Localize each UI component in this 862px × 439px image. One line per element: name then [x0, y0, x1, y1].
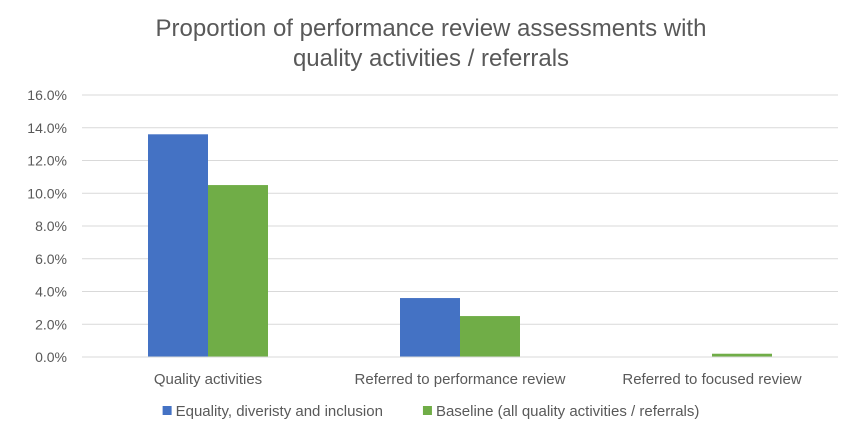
y-tick-label: 0.0% — [35, 349, 67, 365]
chart-title-line-1: Proportion of performance review assessm… — [156, 15, 707, 42]
x-axis-category-labels: Quality activities Referred to performanc… — [154, 371, 802, 388]
y-tick-label: 6.0% — [35, 251, 67, 267]
legend: Equality, diveristy and inclusion Baselin… — [162, 403, 699, 420]
y-axis-tick-labels: 0.0% 2.0% 4.0% 6.0% 8.0% 10.0% 12.0% 14.0% 16.0% — [27, 87, 67, 365]
bar — [148, 134, 208, 357]
y-tick-label: 14.0% — [27, 120, 67, 136]
y-tick-label: 8.0% — [35, 218, 67, 234]
bar — [400, 298, 460, 357]
y-tick-label: 16.0% — [27, 87, 67, 103]
y-tick-label: 2.0% — [35, 316, 67, 332]
x-category-label: Referred to focused review — [622, 371, 801, 388]
bars — [148, 134, 772, 357]
x-category-label: Referred to performance review — [355, 371, 566, 388]
legend-label: Baseline (all quality activities / refer… — [436, 403, 699, 420]
y-tick-label: 10.0% — [27, 185, 67, 201]
bar — [712, 353, 772, 357]
legend-label: Equality, diveristy and inclusion — [176, 403, 383, 420]
legend-swatch — [422, 406, 432, 415]
legend-swatch — [162, 406, 172, 415]
bar — [208, 185, 268, 357]
y-tick-label: 4.0% — [35, 284, 67, 300]
bar — [460, 316, 520, 357]
y-tick-label: 12.0% — [27, 153, 67, 169]
chart-title: Proportion of performance review assessm… — [156, 15, 707, 72]
x-category-label: Quality activities — [154, 371, 262, 388]
chart-title-line-2: quality activities / referrals — [293, 45, 569, 72]
